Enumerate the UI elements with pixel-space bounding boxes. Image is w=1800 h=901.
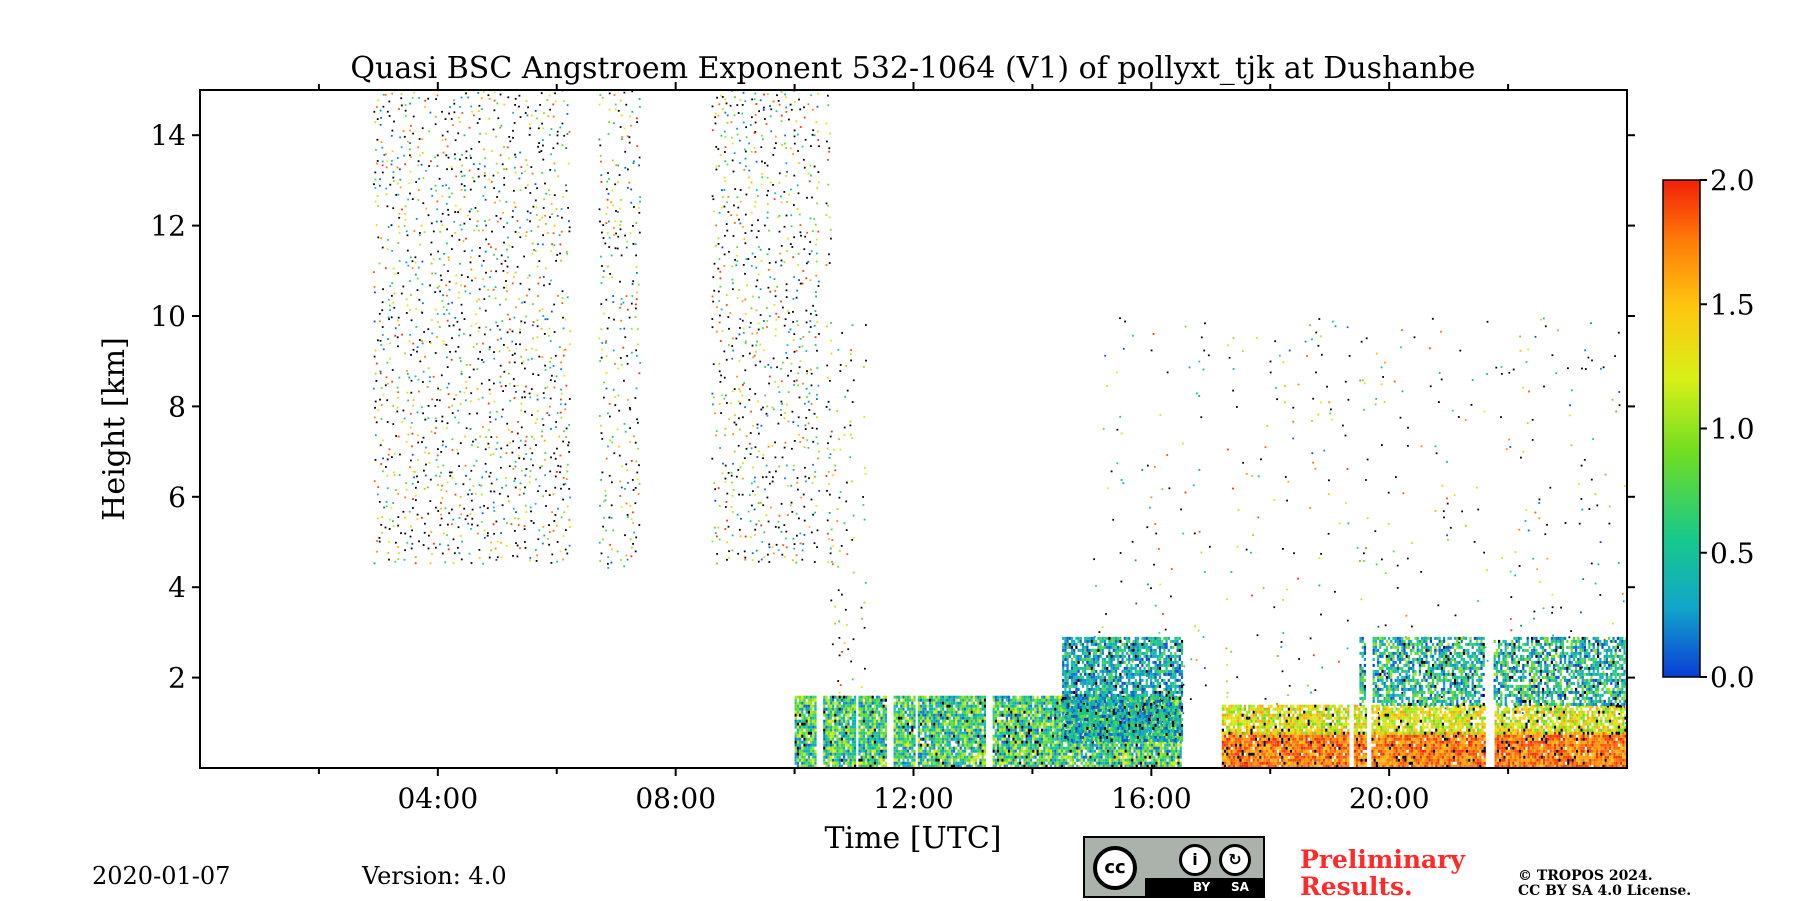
y-tick-label-0: 2 xyxy=(168,662,186,695)
x-axis-label: Time [UTC] xyxy=(825,821,1002,856)
cc-license-badge: cc i ↻ BY SA xyxy=(1083,836,1265,898)
license-by-text: BY xyxy=(1193,880,1210,894)
copyright-line-1: © TROPOS 2024. xyxy=(1518,869,1691,884)
y-tick-label-2: 6 xyxy=(168,481,186,514)
version-label: Version: 4.0 xyxy=(362,862,507,890)
colorbar xyxy=(1663,180,1700,677)
heatmap-region-2 xyxy=(711,90,832,564)
colorbar-tick-label-4: 2.0 xyxy=(1710,164,1755,197)
license-sa-text: SA xyxy=(1231,880,1249,894)
copyright-line-2: CC BY SA 4.0 License. xyxy=(1518,884,1691,899)
chart-title: Quasi BSC Angstroem Exponent 532-1064 (V… xyxy=(350,51,1475,86)
y-tick-label-6: 14 xyxy=(150,119,186,152)
share-alike-icon: ↻ xyxy=(1219,844,1251,876)
y-tick-label-3: 8 xyxy=(168,390,186,423)
y-axis: 2 4 6 8 10 12 14 xyxy=(150,119,1635,694)
preliminary-line-2: Results. xyxy=(1300,873,1465,900)
colorbar-tick-label-0: 0.0 xyxy=(1710,661,1755,694)
license-strip: BY SA xyxy=(1145,878,1263,896)
date-label: 2020-01-07 xyxy=(92,862,230,890)
y-tick-label-1: 4 xyxy=(168,571,186,604)
cc-icon: cc xyxy=(1093,846,1137,890)
attribution-icon: i xyxy=(1179,844,1211,876)
x-tick-label-2: 12:00 xyxy=(873,782,954,815)
colorbar-axis: 0.0 0.5 1.0 1.5 2.0 xyxy=(1700,164,1755,694)
heatmap-region-8 xyxy=(1222,705,1629,735)
heatmap-region-3 xyxy=(830,324,866,699)
heatmap-region-1 xyxy=(598,90,641,568)
y-tick-label-4: 10 xyxy=(150,300,186,333)
colorbar-tick-label-3: 1.5 xyxy=(1710,288,1755,321)
heatmap-region-9 xyxy=(1359,637,1627,706)
colorbar-tick-label-1: 0.5 xyxy=(1710,537,1755,570)
preliminary-line-1: Preliminary xyxy=(1300,846,1465,873)
heatmap-region-0 xyxy=(373,90,571,564)
y-axis-label: Height [km] xyxy=(97,337,132,521)
heatmap-region-6 xyxy=(1062,637,1183,742)
x-tick-label-0: 04:00 xyxy=(397,782,478,815)
x-tick-label-4: 20:00 xyxy=(1349,782,1430,815)
data-layer xyxy=(373,90,1632,771)
heatmap-region-7 xyxy=(1222,732,1629,771)
x-tick-label-3: 16:00 xyxy=(1111,782,1192,815)
colorbar-tick-label-2: 1.0 xyxy=(1710,413,1755,446)
preliminary-notice: Preliminary Results. xyxy=(1300,846,1465,900)
copyright-notice: © TROPOS 2024. CC BY SA 4.0 License. xyxy=(1518,869,1691,899)
x-tick-label-1: 08:00 xyxy=(635,782,716,815)
y-tick-label-5: 12 xyxy=(150,210,186,243)
